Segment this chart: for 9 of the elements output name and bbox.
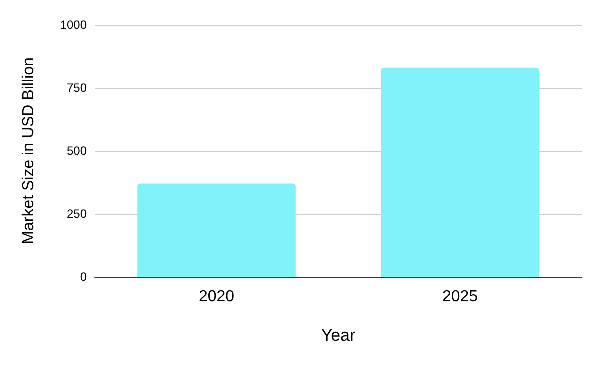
y-tick-label: 1000 [60,18,88,32]
y-tick-label: 250 [66,207,88,221]
y-tick-label: 500 [66,144,88,158]
x-axis-title: Year [321,326,356,345]
y-tick-label: 0 [80,270,88,284]
x-tick-label: 2020 [198,288,235,306]
x-tick-label: 2025 [442,288,478,306]
y-axis-title: Market Size in USD Billion [20,58,38,244]
y-tick-label: 750 [66,81,88,95]
